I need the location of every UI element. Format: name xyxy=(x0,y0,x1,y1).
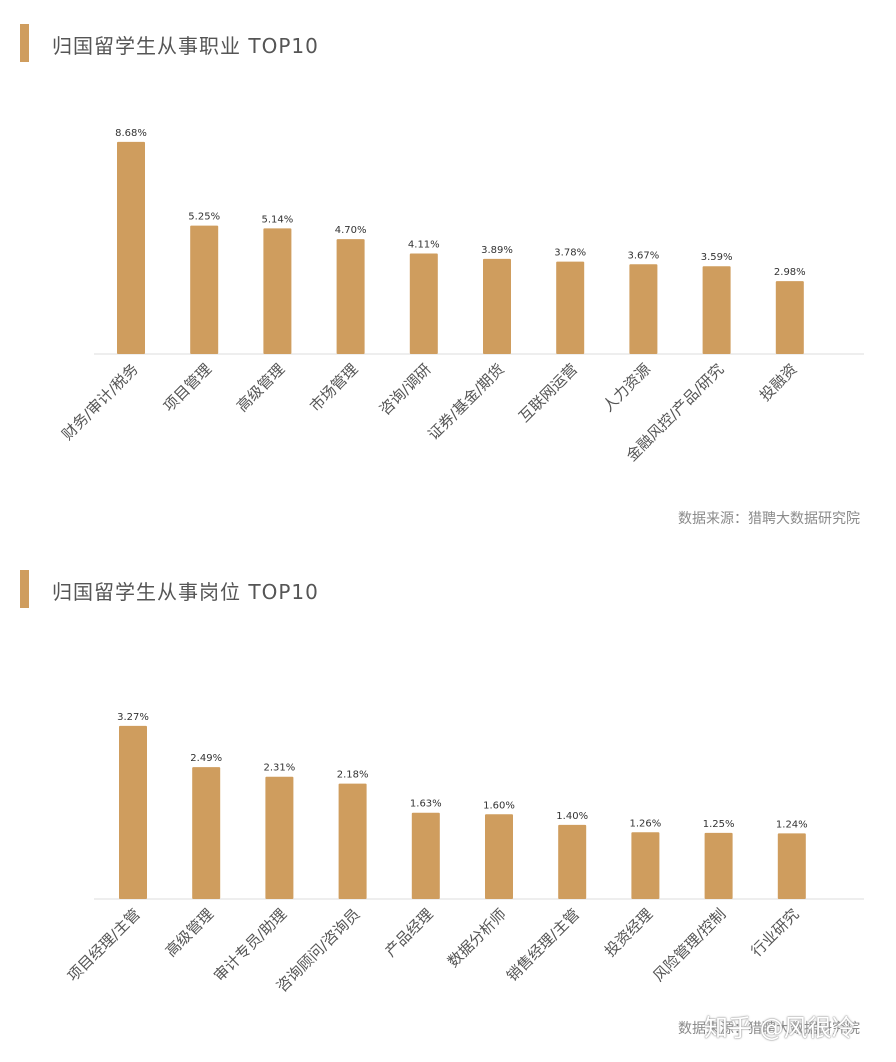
x-tick-label: 行业研究 xyxy=(747,905,802,960)
bar xyxy=(263,228,292,354)
data-label: 3.27% xyxy=(117,712,149,723)
source-note: 数据来源：猎聘大数据研究院 xyxy=(678,1021,860,1037)
bar xyxy=(190,225,219,354)
section-accent-bar xyxy=(20,570,29,608)
source-note: 数据来源：猎聘大数据研究院 xyxy=(678,511,860,527)
x-tick-label: 项目经理/主管 xyxy=(64,905,144,985)
data-label: 1.40% xyxy=(556,811,588,822)
data-label: 1.26% xyxy=(630,818,662,829)
chart-title: 归国留学生从事岗位 TOP10 xyxy=(52,580,319,604)
bar xyxy=(558,824,587,899)
x-tick-label: 高级管理 xyxy=(162,905,217,960)
data-label: 3.59% xyxy=(701,252,733,263)
bar xyxy=(631,832,660,899)
bar xyxy=(629,264,658,354)
bar xyxy=(117,141,145,354)
data-label: 1.25% xyxy=(703,819,735,830)
bar-chart-occupation: 8.68%财务/审计/税务5.25%项目管理5.14%高级管理4.70%市场管理… xyxy=(58,128,864,465)
data-label: 5.25% xyxy=(188,212,220,223)
x-tick-label: 销售经理/主管 xyxy=(503,905,583,985)
bar xyxy=(775,281,804,354)
bar xyxy=(336,239,365,354)
chart-title: 归国留学生从事职业 TOP10 xyxy=(52,34,319,58)
bar xyxy=(119,725,147,899)
bar xyxy=(777,833,806,899)
bar xyxy=(702,266,731,354)
bar xyxy=(704,832,733,899)
data-label: 5.14% xyxy=(262,214,294,225)
data-label: 1.60% xyxy=(483,800,515,811)
data-label: 2.18% xyxy=(337,770,369,781)
bar xyxy=(485,814,513,899)
x-tick-label: 产品经理 xyxy=(381,905,436,960)
data-label: 2.31% xyxy=(264,763,296,774)
data-label: 3.89% xyxy=(481,245,513,256)
x-tick-label: 数据分析师 xyxy=(444,905,510,971)
bar xyxy=(556,261,585,354)
data-label: 4.70% xyxy=(335,225,367,236)
data-label: 8.68% xyxy=(115,128,147,139)
bar xyxy=(265,776,294,899)
data-label: 1.24% xyxy=(776,819,808,830)
bar xyxy=(409,253,438,354)
data-label: 3.67% xyxy=(628,250,660,261)
bar xyxy=(338,783,367,899)
bar xyxy=(483,258,511,354)
x-tick-label: 审计专员/助理 xyxy=(210,905,290,985)
bar xyxy=(411,812,440,899)
data-label: 2.49% xyxy=(190,753,222,764)
data-label: 3.78% xyxy=(554,248,586,259)
x-tick-label: 投资经理 xyxy=(601,905,656,960)
x-tick-label: 风险管理/控制 xyxy=(649,905,729,985)
section-accent-bar xyxy=(20,24,29,62)
chart-section-occupation: 归国留学生从事职业 TOP10 8.68% 财务/审计/税务 5.25% 项目管理 5.… xyxy=(20,24,864,527)
data-label: 4.11% xyxy=(408,240,440,251)
data-label: 2.98% xyxy=(774,267,806,278)
watermark: 知乎 @风很冷 xyxy=(704,1014,856,1042)
data-label: 1.63% xyxy=(410,799,442,810)
bar xyxy=(192,767,221,899)
